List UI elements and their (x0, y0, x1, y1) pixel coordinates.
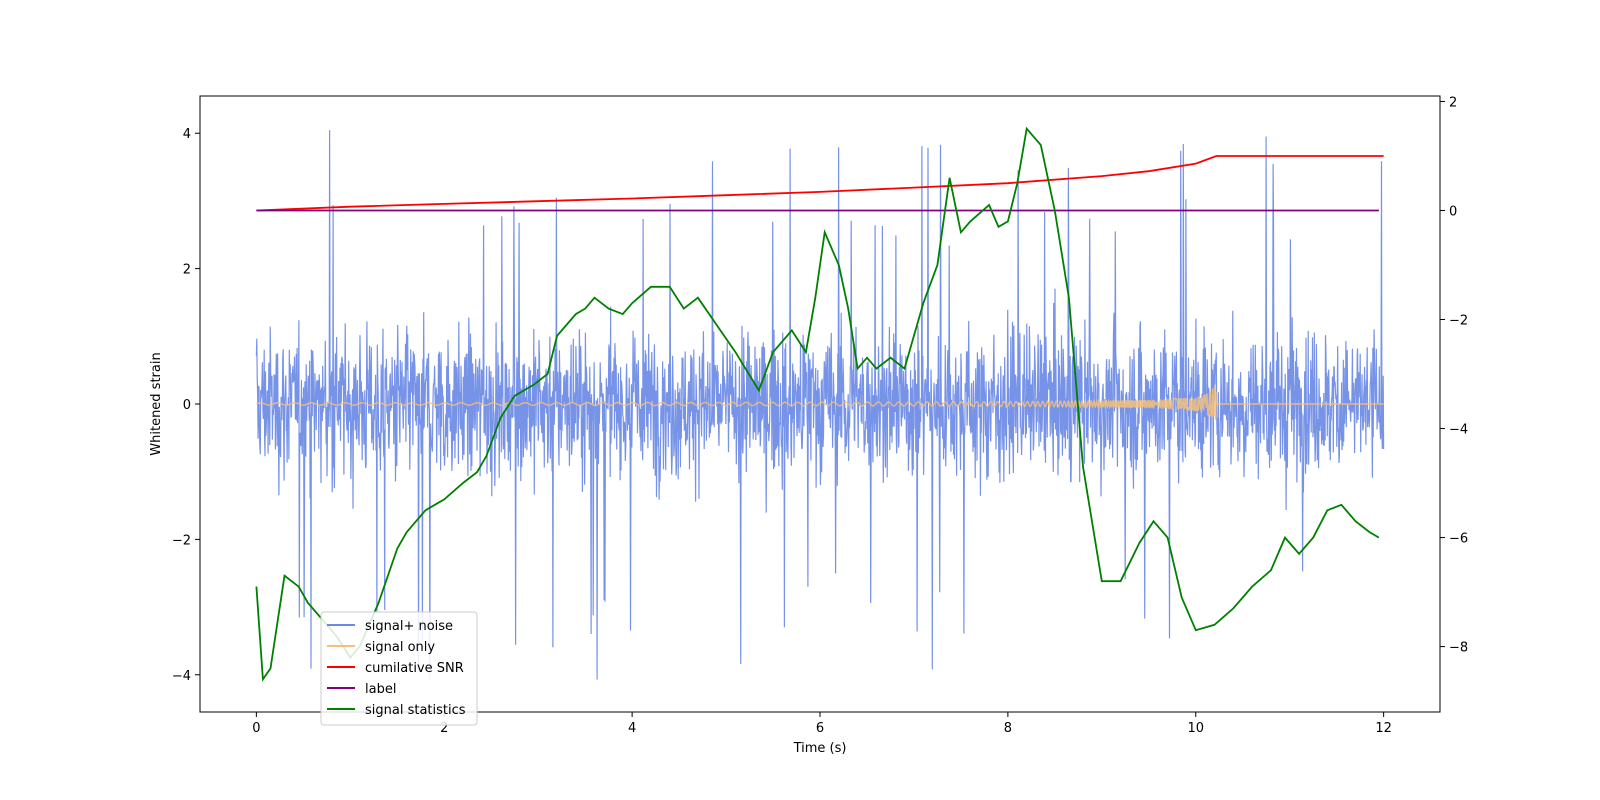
axes: 0 2 4 6 8 10 12 −4 −2 0 2 4 −8 −6 −4 −2 0 2 (172, 95, 1468, 736)
legend-label: cumilative SNR (365, 661, 464, 676)
x-axis-label: Time (s) (793, 741, 847, 756)
x-tick-label: 8 (1004, 721, 1012, 736)
y2-tick-label: −6 (1449, 532, 1468, 547)
x-tick-label: 4 (628, 721, 636, 736)
legend: signal+ noise signal only cumilative SNR la… (320, 611, 478, 726)
x-tick-label: 10 (1187, 721, 1204, 736)
y2-tick-label: −8 (1449, 641, 1468, 656)
y-axis-label: Whitened strain (149, 352, 164, 455)
legend-label: signal+ noise (365, 619, 453, 634)
legend-label: label (365, 682, 396, 697)
y2-tick-label: 0 (1449, 204, 1457, 219)
y2-tick-label: −2 (1449, 314, 1468, 329)
y-tick-label: 4 (183, 127, 191, 142)
legend-label: signal only (365, 640, 435, 655)
y-tick-label: −4 (172, 669, 191, 684)
y-tick-label: 0 (183, 398, 191, 413)
plot-area (255, 126, 1385, 682)
legend-box (320, 611, 478, 726)
legend-label: signal statistics (365, 703, 466, 718)
series-signal-statistics (255, 126, 1380, 682)
series-cumilative-snr (256, 155, 1384, 212)
x-tick-label: 6 (816, 721, 824, 736)
x-tick-label: 2 (440, 721, 448, 736)
y-tick-label: −2 (172, 533, 191, 548)
y2-tick-label: 2 (1449, 95, 1457, 110)
y-tick-label: 2 (183, 263, 191, 278)
x-tick-label: 12 (1375, 721, 1392, 736)
series-signal-plus-noise (255, 130, 1385, 680)
series-signal-only (256, 384, 1384, 421)
y2-tick-label: −4 (1449, 423, 1468, 438)
x-tick-label: 0 (252, 721, 260, 736)
